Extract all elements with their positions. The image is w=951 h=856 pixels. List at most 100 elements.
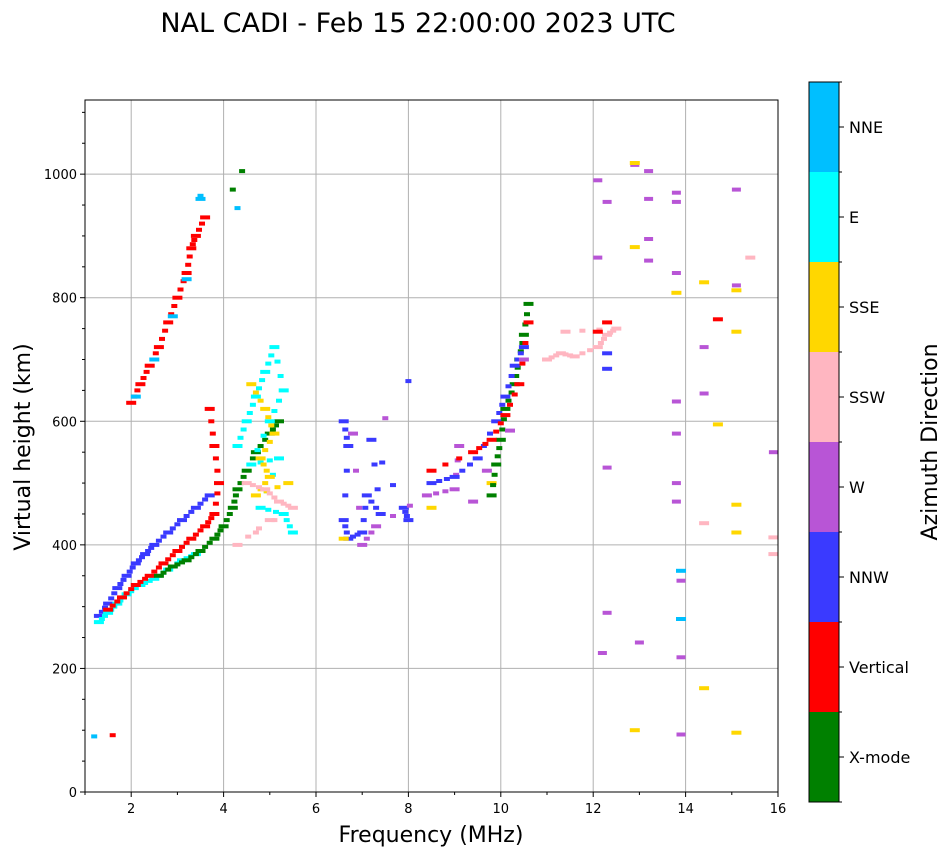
data-point	[699, 391, 709, 396]
data-point	[579, 351, 586, 356]
data-point	[132, 586, 139, 591]
chart-title: NAL CADI - Feb 15 22:00:00 2023 UTC	[160, 8, 675, 39]
data-point	[137, 579, 144, 584]
data-point	[278, 512, 289, 516]
data-point	[262, 437, 269, 442]
data-point	[232, 542, 243, 547]
data-point	[252, 530, 259, 535]
data-point	[129, 565, 136, 570]
data-point	[172, 295, 183, 300]
data-point	[644, 258, 654, 263]
data-point	[130, 583, 141, 587]
data-point	[199, 221, 205, 226]
data-point	[149, 542, 160, 547]
data-point	[155, 565, 162, 570]
data-point	[371, 462, 378, 467]
data-point	[472, 456, 483, 461]
data-point	[567, 353, 574, 358]
data-point	[256, 485, 262, 490]
data-point	[366, 437, 377, 442]
data-point	[634, 640, 644, 645]
data-point	[602, 351, 613, 356]
data-point	[165, 567, 172, 572]
data-point	[602, 320, 613, 325]
data-point	[218, 524, 229, 529]
data-point	[163, 320, 174, 325]
data-point	[155, 538, 162, 543]
data-point	[249, 402, 256, 407]
data-point	[508, 390, 515, 395]
data-point	[518, 345, 529, 350]
data-point	[629, 161, 640, 165]
data-point	[260, 487, 271, 492]
y-tick-label: 0	[69, 786, 77, 801]
data-point	[373, 505, 380, 510]
data-point	[524, 312, 530, 317]
data-point	[256, 386, 262, 391]
data-point	[144, 363, 155, 368]
colorbar-tick-label: SSW	[849, 388, 885, 407]
data-point	[523, 301, 534, 306]
data-point	[232, 493, 239, 498]
data-point	[371, 524, 382, 529]
data-point	[361, 493, 372, 498]
data-point	[192, 552, 199, 557]
plot-area: 2 4 6 8 10 12 14 16 0 200 400 600 800 1000	[44, 99, 786, 817]
data-point	[676, 578, 686, 583]
data-point	[368, 530, 375, 535]
data-point	[283, 481, 294, 486]
data-point	[523, 320, 534, 325]
data-point	[232, 487, 243, 492]
data-point	[522, 322, 529, 327]
data-point	[276, 398, 282, 403]
data-point	[390, 483, 396, 488]
data-point	[167, 564, 178, 569]
data-point	[257, 398, 264, 403]
data-point	[264, 419, 275, 424]
y-tick-label: 1000	[44, 168, 77, 183]
data-point	[269, 427, 276, 432]
data-point	[177, 518, 187, 523]
data-point	[497, 421, 504, 426]
data-point	[145, 549, 152, 553]
data-point	[468, 450, 479, 455]
data-point	[505, 398, 512, 403]
data-point	[610, 328, 617, 333]
data-point	[241, 481, 252, 486]
data-point	[357, 530, 368, 535]
data-point	[134, 388, 141, 393]
data-point	[209, 444, 220, 448]
data-point	[151, 569, 158, 574]
data-point	[676, 655, 686, 660]
data-point	[480, 444, 487, 448]
data-point	[486, 493, 497, 498]
x-tick-label: 8	[404, 802, 412, 817]
data-point	[731, 329, 742, 334]
y-axis-label: Virtual height (km)	[11, 343, 36, 550]
data-point	[569, 354, 580, 359]
data-point	[579, 328, 586, 333]
data-point	[274, 419, 284, 424]
data-point	[256, 526, 262, 531]
data-point	[217, 528, 224, 533]
data-point	[237, 435, 244, 440]
data-point	[252, 390, 259, 395]
data-point	[266, 491, 273, 496]
data-point	[629, 728, 640, 733]
data-point	[171, 304, 178, 308]
data-point	[183, 540, 190, 545]
data-point	[454, 444, 465, 448]
data-point	[262, 481, 269, 486]
data-point	[114, 599, 121, 604]
data-point	[731, 530, 742, 535]
data-point	[350, 534, 356, 539]
data-point	[490, 483, 497, 488]
data-point	[162, 328, 169, 333]
data-point	[522, 341, 529, 345]
data-point	[699, 686, 710, 691]
data-point	[360, 518, 367, 523]
data-point	[174, 522, 181, 527]
data-point	[611, 326, 622, 331]
data-point	[731, 730, 742, 735]
